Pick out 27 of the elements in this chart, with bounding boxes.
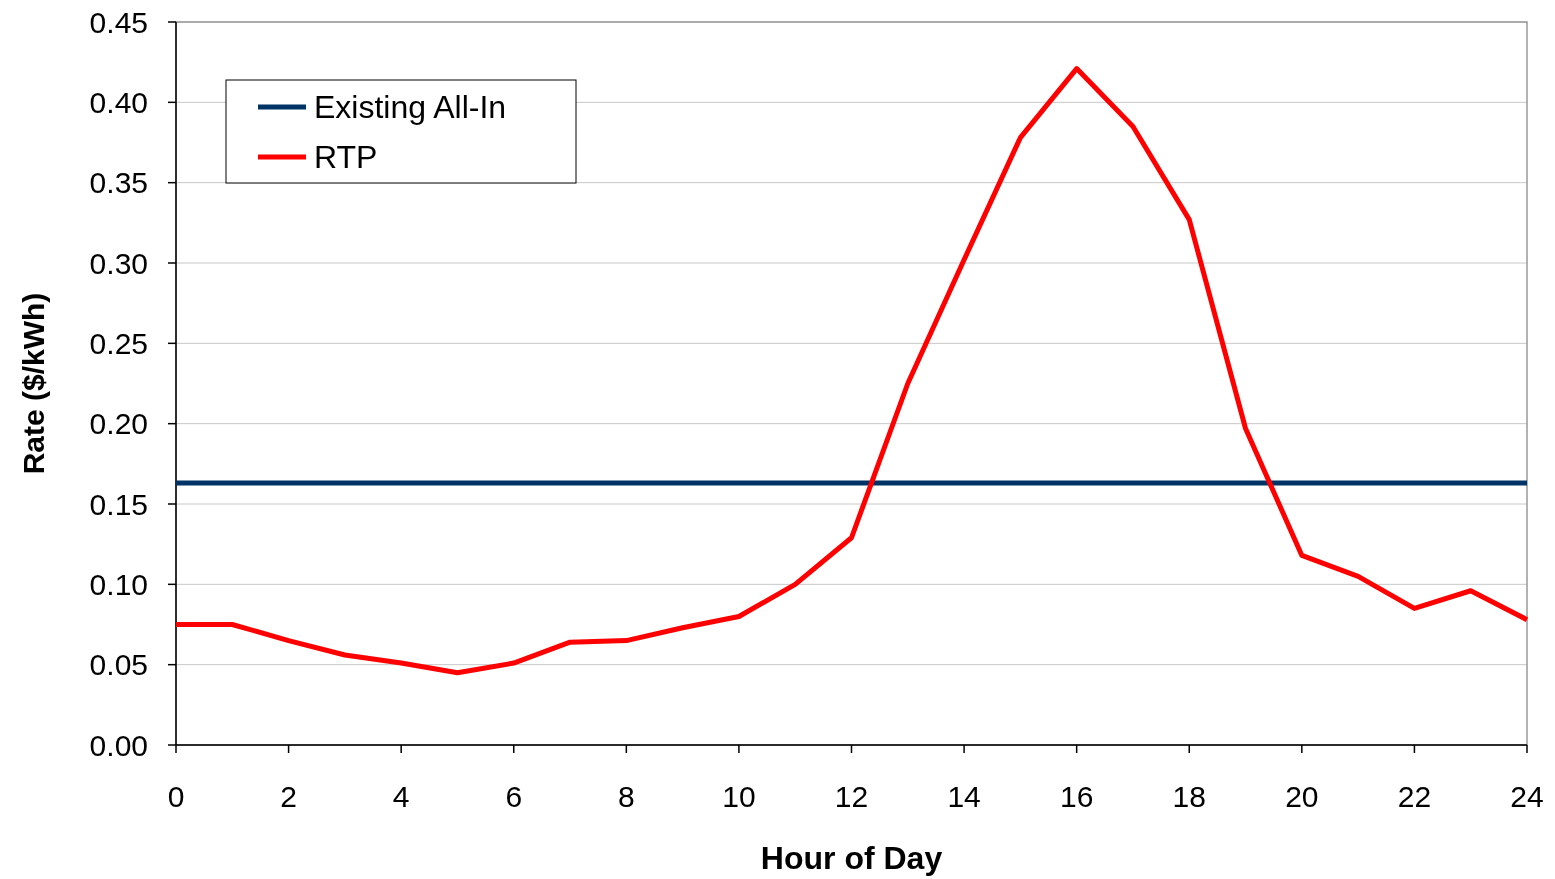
- legend-label: RTP: [314, 139, 378, 176]
- y-tick-label: 0.30: [89, 246, 148, 280]
- y-tick-label: 0.00: [89, 728, 148, 762]
- x-tick-label: 18: [1172, 780, 1206, 813]
- y-tick-label: 0.05: [89, 648, 148, 682]
- x-tick-label: 4: [392, 780, 410, 813]
- x-axis-title: Hour of Day: [760, 840, 943, 876]
- x-tick-label: 8: [617, 780, 635, 813]
- x-tick-label: 6: [505, 780, 523, 813]
- y-tick-label: 0.20: [89, 407, 148, 441]
- x-tick-label: 2: [280, 780, 297, 813]
- x-tick-label: 12: [834, 780, 869, 813]
- x-tick-label: 24: [1510, 780, 1544, 813]
- y-tick-label: 0.40: [89, 85, 148, 119]
- y-axis-title: Rate ($/kWh): [17, 292, 50, 475]
- y-tick-label: 0.45: [89, 5, 148, 39]
- y-tick-label: 0.15: [89, 487, 148, 521]
- y-tick-label: 0.10: [89, 567, 148, 601]
- x-tick-label: 20: [1285, 780, 1319, 813]
- y-tick-label: 0.25: [89, 326, 148, 360]
- y-tick-label: 0.35: [89, 166, 148, 200]
- x-tick-label: 10: [722, 780, 756, 813]
- legend-label: Existing All-In: [314, 89, 507, 126]
- x-tick-label: 16: [1059, 780, 1094, 813]
- x-tick-label: 14: [947, 780, 981, 813]
- x-tick-label: 22: [1397, 780, 1432, 813]
- x-tick-label: 0: [167, 780, 185, 813]
